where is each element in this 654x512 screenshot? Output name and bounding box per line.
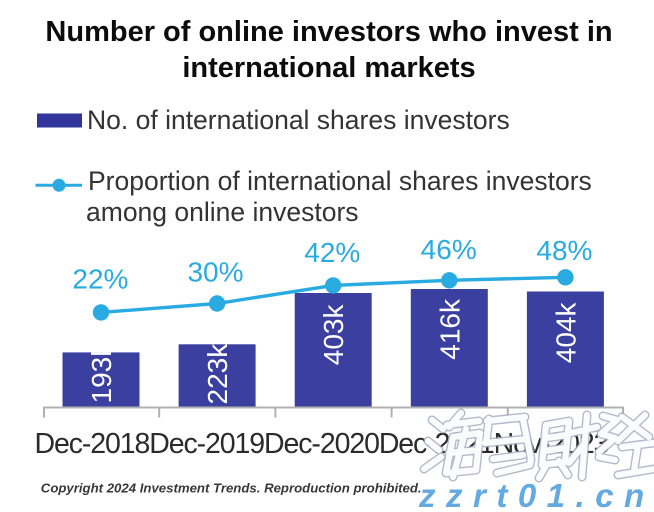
svg-text:46%: 46% [421,234,477,265]
svg-text:Proportion of international sh: Proportion of international shares inves… [88,166,592,196]
svg-text:42%: 42% [304,237,360,268]
svg-text:Number of online investors who: Number of online investors who invest in [45,16,612,48]
svg-text:48%: 48% [536,235,592,266]
svg-text:416k: 416k [434,298,465,360]
svg-text:No. of international shares in: No. of international shares investors [87,105,510,135]
svg-text:Copyright 2024 Investment Tren: Copyright 2024 Investment Trends. Reprod… [41,481,422,496]
svg-text:404k: 404k [550,302,581,364]
svg-text:international markets: international markets [182,52,475,84]
svg-text:403k: 403k [318,304,349,366]
svg-text:among online investors: among online investors [86,197,359,227]
svg-text:223k: 223k [202,343,233,405]
svg-text:193k: 193k [86,342,117,404]
svg-text:30%: 30% [187,257,243,288]
svg-text:22%: 22% [72,264,128,295]
svg-text:zzrt01.cn: zzrt01.cn [418,477,654,512]
